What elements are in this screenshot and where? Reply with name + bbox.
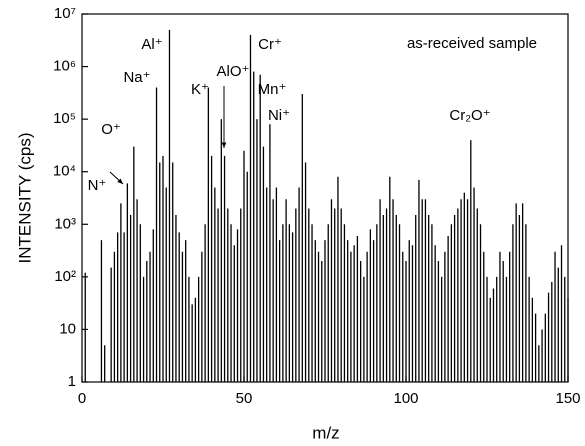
- y-tick-label: 10³: [54, 215, 76, 232]
- annotation: N⁺: [88, 177, 107, 194]
- y-tick-label: 10²: [54, 268, 76, 285]
- annotation: as-received sample: [407, 35, 537, 52]
- annotation: AlO⁺: [217, 63, 250, 80]
- annotation: Cr⁺: [258, 36, 282, 53]
- annotation: Cr₂O⁺: [449, 107, 490, 124]
- y-tick-label: 10: [59, 320, 76, 337]
- x-tick-label: 100: [393, 390, 418, 407]
- x-tick-label: 50: [236, 390, 253, 407]
- y-tick-label: 1: [68, 373, 76, 390]
- x-axis-label: m/z: [312, 423, 339, 442]
- y-axis-label: INTENSITY (cps): [15, 133, 34, 264]
- annotation: O⁺: [101, 121, 121, 138]
- arrow-head: [117, 178, 123, 184]
- annotation: K⁺: [191, 81, 209, 98]
- x-tick-label: 0: [78, 390, 86, 407]
- annotation: Ni⁺: [268, 107, 290, 124]
- annotation: Mn⁺: [258, 81, 287, 98]
- annotation: Al⁺: [141, 36, 162, 53]
- y-tick-label: 10⁷: [54, 5, 76, 22]
- y-tick-label: 10⁴: [53, 163, 76, 180]
- annotation: Na⁺: [123, 69, 150, 86]
- y-tick-label: 10⁶: [53, 58, 76, 75]
- arrow-head: [221, 142, 227, 148]
- x-tick-label: 150: [555, 390, 580, 407]
- y-tick-label: 10⁵: [53, 110, 76, 127]
